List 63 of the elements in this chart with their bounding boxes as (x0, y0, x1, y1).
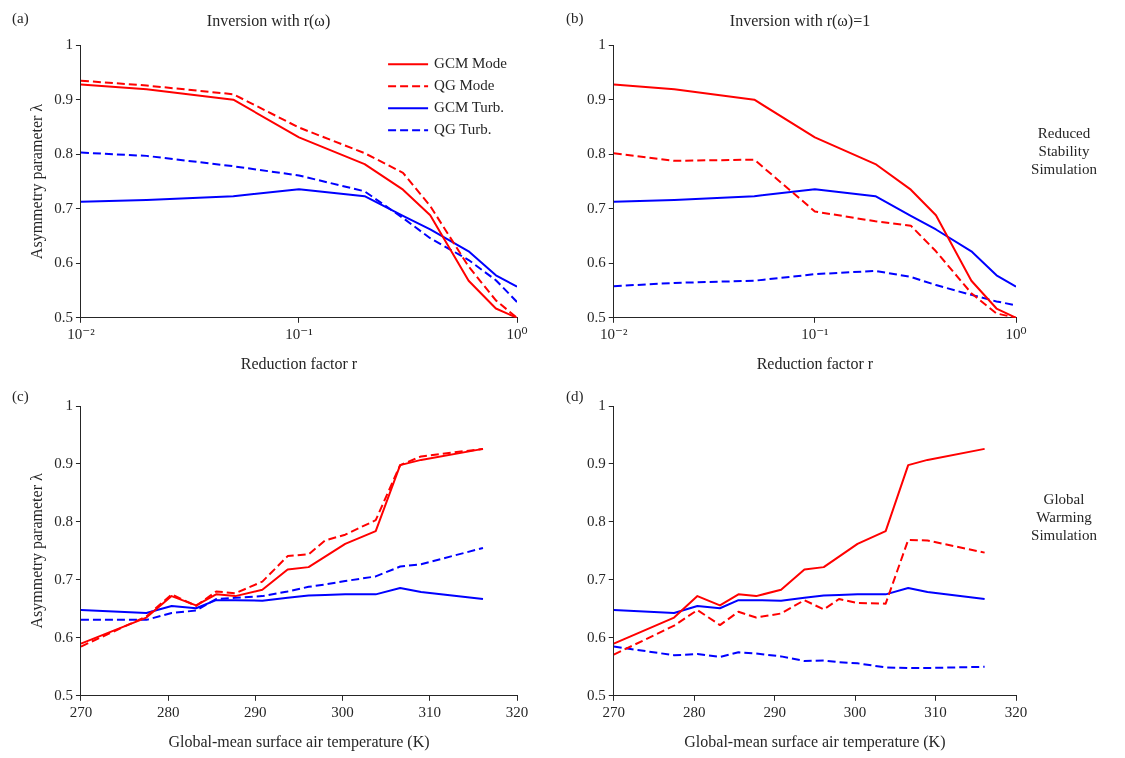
x-tick-label: 320 (1004, 703, 1028, 720)
x-tick-label: 10⁰ (506, 325, 528, 342)
text: (a) (12, 10, 29, 28)
x-tick-label: 300 (331, 703, 354, 720)
y-tick-label: 0.8 (54, 512, 73, 529)
text: Reduced Stability Simulation (1031, 125, 1098, 178)
x-tick-label: 320 (505, 703, 529, 720)
y-tick-label: 0.5 (587, 686, 606, 703)
y-tick-label: 0.6 (587, 254, 607, 271)
text: (d) (566, 388, 584, 406)
text: Global Warming Simulation (1031, 491, 1098, 544)
y-tick-label: 0.7 (54, 570, 74, 587)
y-tick-label: 1 (65, 36, 73, 53)
legend-label: GCM Turb. (434, 99, 505, 116)
y-tick-label: 0.8 (587, 145, 606, 162)
x-tick-label: 310 (924, 703, 947, 720)
y-axis-title: Asymmetry parameter λ (27, 103, 46, 260)
y-tick-label: 0.6 (587, 628, 607, 645)
line-series (613, 538, 986, 656)
text: (c) (12, 388, 29, 406)
x-tick-label: 270 (602, 703, 625, 720)
y-tick-label: 0.7 (587, 199, 607, 216)
x-tick-label: 10⁻² (67, 325, 96, 342)
text: (b) (566, 10, 584, 28)
legend-label: QG Mode (434, 77, 495, 94)
chart-title: Inversion with r(ω) (206, 11, 331, 30)
x-tick-label: 10⁻¹ (285, 325, 313, 342)
x-tick-label: 310 (418, 703, 442, 720)
x-tick-label: 280 (682, 703, 706, 720)
y-tick-label: 0.6 (54, 254, 74, 271)
y-tick-label: 1 (65, 396, 73, 413)
y-tick-label: 0.7 (587, 570, 607, 587)
y-tick-label: 0.9 (587, 90, 606, 107)
y-tick-label: 0.6 (54, 628, 74, 645)
y-tick-label: 1 (598, 396, 606, 413)
x-tick-label: 280 (156, 703, 180, 720)
x-tick-label: 10⁻² (600, 325, 628, 342)
x-tick-label: 290 (244, 703, 267, 720)
x-axis-title: Reduction factor r (240, 354, 358, 372)
chart-title: Inversion with r(ω)=1 (729, 11, 871, 30)
y-tick-label: 0.5 (54, 308, 73, 325)
line-series (80, 547, 484, 621)
legend-label: QG Turb. (434, 121, 492, 138)
x-tick-label: 300 (843, 703, 867, 720)
y-tick-label: 0.5 (587, 308, 606, 325)
y-tick-label: 0.8 (54, 145, 73, 162)
y-tick-label: 0.8 (587, 512, 606, 529)
y-tick-label: 0.7 (54, 199, 74, 216)
x-axis-title: Reduction factor r (756, 354, 874, 372)
legend-label: GCM Mode (434, 55, 508, 72)
line-series (613, 645, 986, 669)
x-axis-title: Global-mean surface air temperature (K) (168, 732, 430, 751)
y-tick-label: 0.9 (587, 454, 606, 471)
x-tick-label: 10⁰ (1005, 325, 1027, 342)
y-tick-label: 1 (598, 36, 606, 53)
x-axis-title: Global-mean surface air temperature (K) (684, 732, 946, 751)
y-tick-label: 0.5 (54, 686, 73, 703)
x-tick-label: 270 (69, 703, 93, 720)
y-tick-label: 0.9 (54, 454, 73, 471)
y-tick-label: 0.9 (54, 90, 73, 107)
x-tick-label: 290 (763, 703, 786, 720)
x-tick-label: 10⁻¹ (801, 325, 829, 342)
y-axis-title: Asymmetry parameter λ (27, 473, 46, 629)
